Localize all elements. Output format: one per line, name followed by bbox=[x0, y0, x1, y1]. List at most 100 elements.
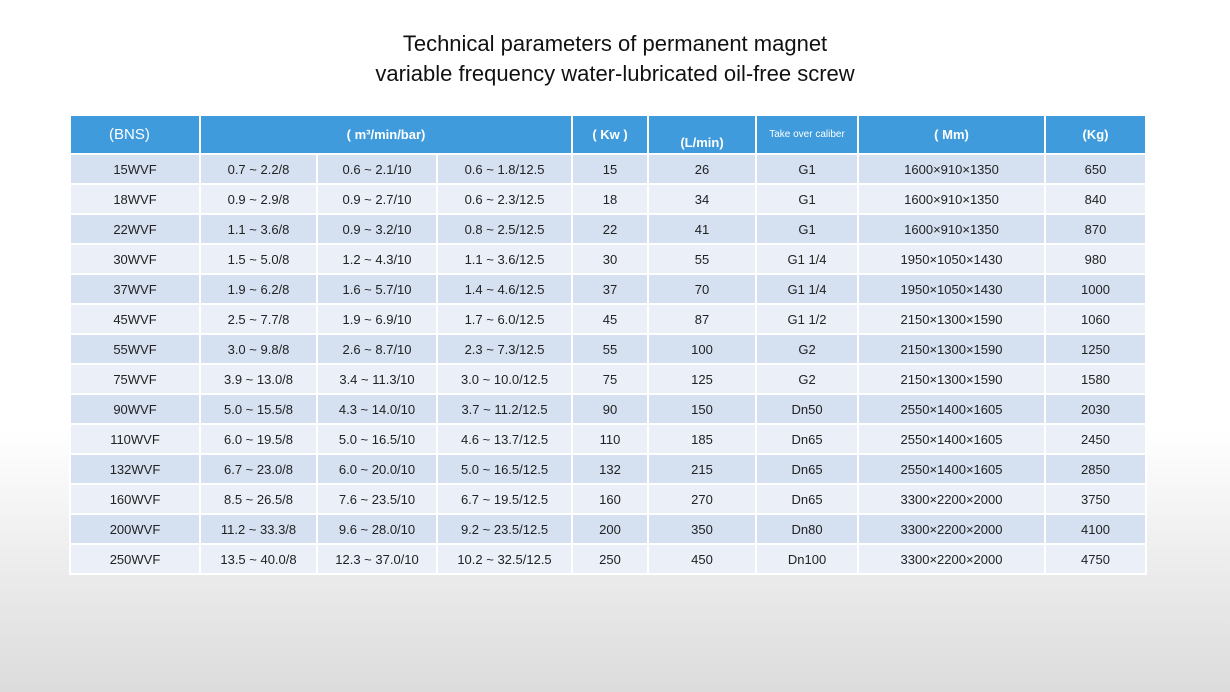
cell-caliber: G1 bbox=[755, 153, 860, 185]
cell-model: 160WVF bbox=[69, 483, 201, 515]
header-weight: (Kg) bbox=[1044, 114, 1148, 155]
cell-water-flow: 41 bbox=[647, 213, 758, 245]
cell-power: 75 bbox=[571, 363, 650, 395]
cell-flow-10bar: 1.9 ~ 6.9/10 bbox=[316, 303, 438, 335]
cell-flow-10bar: 5.0 ~ 16.5/10 bbox=[316, 423, 438, 455]
cell-model: 45WVF bbox=[69, 303, 201, 335]
cell-power: 160 bbox=[571, 483, 650, 515]
table-row: 30WVF 1.5 ~ 5.0/8 1.2 ~ 4.3/10 1.1 ~ 3.6/12… bbox=[69, 243, 1148, 275]
cell-flow-8bar: 0.7 ~ 2.2/8 bbox=[199, 153, 318, 185]
cell-water-flow: 125 bbox=[647, 363, 758, 395]
cell-flow-8bar: 0.9 ~ 2.9/8 bbox=[199, 183, 318, 215]
cell-model: 37WVF bbox=[69, 273, 201, 305]
cell-flow-8bar: 1.5 ~ 5.0/8 bbox=[199, 243, 318, 275]
cell-power: 18 bbox=[571, 183, 650, 215]
cell-flow-12-5bar: 6.7 ~ 19.5/12.5 bbox=[435, 483, 574, 515]
cell-flow-8bar: 13.5 ~ 40.0/8 bbox=[199, 543, 318, 575]
cell-flow-8bar: 8.5 ~ 26.5/8 bbox=[199, 483, 318, 515]
cell-flow-10bar: 7.6 ~ 23.5/10 bbox=[316, 483, 438, 515]
cell-flow-10bar: 12.3 ~ 37.0/10 bbox=[316, 543, 438, 575]
cell-power: 37 bbox=[571, 273, 650, 305]
cell-caliber: G1 1/4 bbox=[755, 273, 860, 305]
cell-flow-10bar: 4.3 ~ 14.0/10 bbox=[316, 393, 438, 425]
cell-model: 15WVF bbox=[69, 153, 201, 185]
cell-water-flow: 150 bbox=[647, 393, 758, 425]
cell-caliber: Dn80 bbox=[755, 513, 860, 545]
cell-dimensions: 1950×1050×1430 bbox=[857, 273, 1047, 305]
technical-parameters-table: (BNS) ( m³/min/bar) ( Kw ) (L/min) Take … bbox=[69, 114, 1148, 575]
header-caliber: Take over caliber bbox=[755, 114, 860, 155]
cell-flow-12-5bar: 3.0 ~ 10.0/12.5 bbox=[435, 363, 574, 395]
cell-weight: 2450 bbox=[1044, 423, 1148, 455]
cell-flow-10bar: 6.0 ~ 20.0/10 bbox=[316, 453, 438, 485]
cell-flow-12-5bar: 1.7 ~ 6.0/12.5 bbox=[435, 303, 574, 335]
cell-flow-8bar: 5.0 ~ 15.5/8 bbox=[199, 393, 318, 425]
cell-weight: 980 bbox=[1044, 243, 1148, 275]
cell-dimensions: 2150×1300×1590 bbox=[857, 363, 1047, 395]
table-row: 132WVF 6.7 ~ 23.0/8 6.0 ~ 20.0/10 5.0 ~ 16.… bbox=[69, 453, 1148, 485]
cell-flow-10bar: 2.6 ~ 8.7/10 bbox=[316, 333, 438, 365]
table-row: 90WVF 5.0 ~ 15.5/8 4.3 ~ 14.0/10 3.7 ~ 11.2… bbox=[69, 393, 1148, 425]
table-row: 250WVF 13.5 ~ 40.0/8 12.3 ~ 37.0/10 10.2 ~ … bbox=[69, 543, 1148, 575]
cell-flow-10bar: 1.2 ~ 4.3/10 bbox=[316, 243, 438, 275]
cell-dimensions: 3300×2200×2000 bbox=[857, 513, 1047, 545]
header-water-flow: (L/min) bbox=[647, 114, 758, 155]
cell-model: 75WVF bbox=[69, 363, 201, 395]
cell-flow-12-5bar: 9.2 ~ 23.5/12.5 bbox=[435, 513, 574, 545]
cell-power: 132 bbox=[571, 453, 650, 485]
header-row: (BNS) ( m³/min/bar) ( Kw ) (L/min) Take … bbox=[69, 114, 1148, 155]
cell-model: 132WVF bbox=[69, 453, 201, 485]
cell-dimensions: 2150×1300×1590 bbox=[857, 303, 1047, 335]
cell-flow-12-5bar: 1.1 ~ 3.6/12.5 bbox=[435, 243, 574, 275]
cell-water-flow: 350 bbox=[647, 513, 758, 545]
cell-flow-8bar: 1.1 ~ 3.6/8 bbox=[199, 213, 318, 245]
cell-weight: 2850 bbox=[1044, 453, 1148, 485]
title-line-1: Technical parameters of permanent magnet bbox=[402, 31, 828, 56]
cell-weight: 840 bbox=[1044, 183, 1148, 215]
cell-flow-10bar: 0.6 ~ 2.1/10 bbox=[316, 153, 438, 185]
page-title: Technical parameters of permanent magnet… bbox=[0, 29, 1230, 89]
cell-power: 250 bbox=[571, 543, 650, 575]
cell-water-flow: 100 bbox=[647, 333, 758, 365]
cell-power: 55 bbox=[571, 333, 650, 365]
cell-power: 22 bbox=[571, 213, 650, 245]
cell-caliber: G1 bbox=[755, 213, 860, 245]
cell-caliber: Dn65 bbox=[755, 423, 860, 455]
cell-power: 15 bbox=[571, 153, 650, 185]
cell-dimensions: 2550×1400×1605 bbox=[857, 423, 1047, 455]
cell-dimensions: 1600×910×1350 bbox=[857, 213, 1047, 245]
cell-weight: 650 bbox=[1044, 153, 1148, 185]
cell-flow-10bar: 9.6 ~ 28.0/10 bbox=[316, 513, 438, 545]
cell-caliber: Dn50 bbox=[755, 393, 860, 425]
cell-dimensions: 2550×1400×1605 bbox=[857, 393, 1047, 425]
cell-flow-8bar: 3.0 ~ 9.8/8 bbox=[199, 333, 318, 365]
cell-water-flow: 26 bbox=[647, 153, 758, 185]
table-row: 15WVF 0.7 ~ 2.2/8 0.6 ~ 2.1/10 0.6 ~ 1.8/12… bbox=[69, 153, 1148, 185]
cell-flow-12-5bar: 5.0 ~ 16.5/12.5 bbox=[435, 453, 574, 485]
cell-weight: 1580 bbox=[1044, 363, 1148, 395]
cell-weight: 4100 bbox=[1044, 513, 1148, 545]
cell-dimensions: 1600×910×1350 bbox=[857, 183, 1047, 215]
cell-model: 250WVF bbox=[69, 543, 201, 575]
cell-flow-12-5bar: 10.2 ~ 32.5/12.5 bbox=[435, 543, 574, 575]
cell-caliber: G2 bbox=[755, 333, 860, 365]
table-row: 18WVF 0.9 ~ 2.9/8 0.9 ~ 2.7/10 0.6 ~ 2.3/12… bbox=[69, 183, 1148, 215]
cell-model: 22WVF bbox=[69, 213, 201, 245]
cell-caliber: G1 bbox=[755, 183, 860, 215]
cell-weight: 4750 bbox=[1044, 543, 1148, 575]
cell-flow-12-5bar: 3.7 ~ 11.2/12.5 bbox=[435, 393, 574, 425]
cell-flow-10bar: 1.6 ~ 5.7/10 bbox=[316, 273, 438, 305]
cell-flow-10bar: 0.9 ~ 3.2/10 bbox=[316, 213, 438, 245]
header-model: (BNS) bbox=[69, 114, 201, 155]
cell-flow-10bar: 0.9 ~ 2.7/10 bbox=[316, 183, 438, 215]
cell-power: 45 bbox=[571, 303, 650, 335]
cell-power: 90 bbox=[571, 393, 650, 425]
cell-flow-8bar: 11.2 ~ 33.3/8 bbox=[199, 513, 318, 545]
cell-power: 200 bbox=[571, 513, 650, 545]
cell-flow-10bar: 3.4 ~ 11.3/10 bbox=[316, 363, 438, 395]
cell-water-flow: 185 bbox=[647, 423, 758, 455]
cell-flow-12-5bar: 2.3 ~ 7.3/12.5 bbox=[435, 333, 574, 365]
table-row: 75WVF 3.9 ~ 13.0/8 3.4 ~ 11.3/10 3.0 ~ 10.0… bbox=[69, 363, 1148, 395]
table-row: 37WVF 1.9 ~ 6.2/8 1.6 ~ 5.7/10 1.4 ~ 4.6/12… bbox=[69, 273, 1148, 305]
cell-dimensions: 3300×2200×2000 bbox=[857, 483, 1047, 515]
